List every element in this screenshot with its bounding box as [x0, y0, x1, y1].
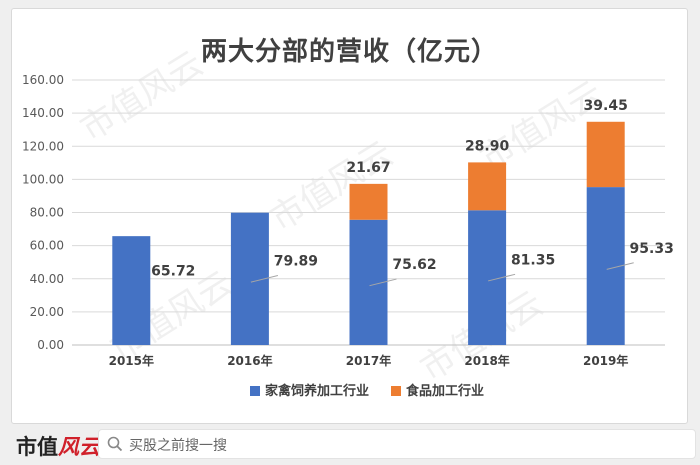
legend-label: 家禽饲养加工行业 [265, 383, 369, 399]
y-tick-label: 100.00 [22, 172, 64, 186]
label-leader-line [250, 275, 279, 283]
bar-1-base [112, 236, 151, 345]
label-leader-line [369, 278, 397, 287]
label-leader-line [487, 273, 516, 282]
data-label-base: 79.89 [274, 254, 318, 270]
x-tick-label: 2019年 [583, 353, 628, 368]
footer-bar: 市值风云 买股之前搜一搜 [0, 428, 700, 465]
x-tick-label: 2015年 [109, 353, 154, 368]
legend-label: 食品加工行业 [406, 383, 484, 399]
legend-swatch [250, 386, 260, 396]
y-tick-label: 80.00 [30, 206, 64, 220]
legend-swatch [391, 386, 401, 396]
y-tick-label: 40.00 [30, 272, 64, 286]
data-label-base: 75.62 [392, 257, 436, 273]
brand-logo: 市值风云 [16, 434, 100, 459]
chart-title: 两大分部的营收（亿元） [200, 37, 498, 67]
data-label-base: 95.33 [630, 241, 674, 257]
bar-4-top [468, 162, 507, 211]
data-label-top: 21.67 [346, 160, 390, 176]
search-icon [107, 436, 123, 452]
stacked-bar-chart: 0.00 20.00 40.00 60.00 80.00 100.00 120.00 140.… [22, 73, 674, 399]
x-tick-label: 2018年 [464, 353, 509, 368]
label-leader-line [606, 262, 634, 270]
data-label-top: 28.90 [465, 138, 510, 154]
bar-3-top [349, 183, 388, 220]
y-tick-label: 160.00 [22, 73, 64, 87]
x-tick-label: 2016年 [227, 353, 272, 368]
data-label-base: 81.35 [511, 252, 555, 268]
y-tick-label: 140.00 [22, 106, 64, 120]
search-placeholder: 买股之前搜一搜 [129, 438, 227, 454]
x-tick-label: 2017年 [346, 353, 391, 368]
data-label-top: 39.45 [584, 98, 628, 114]
y-tick-label: 0.00 [37, 338, 64, 352]
y-tick-label: 120.00 [22, 139, 64, 153]
search-bar[interactable]: 买股之前搜一搜 [98, 429, 696, 459]
y-tick-label: 20.00 [30, 305, 64, 319]
bar-5-top [586, 121, 625, 188]
y-tick-label: 60.00 [30, 239, 64, 253]
data-label-base: 65.72 [151, 263, 195, 279]
